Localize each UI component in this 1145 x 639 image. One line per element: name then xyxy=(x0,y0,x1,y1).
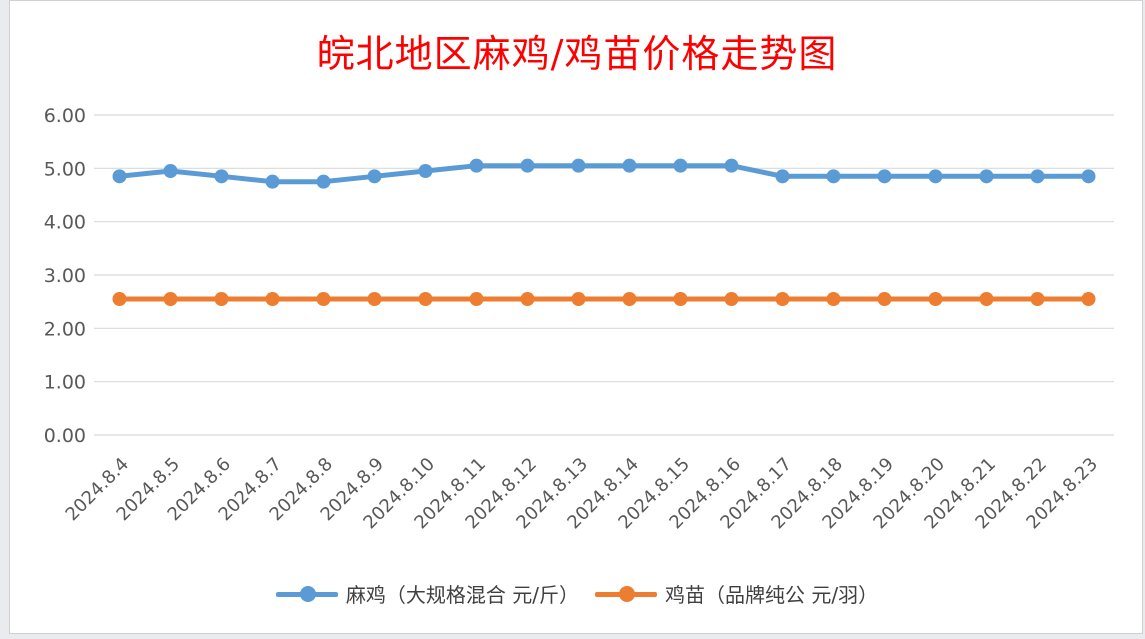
series-1-point-2 xyxy=(214,292,229,306)
legend-item-series-1: 鸡苗（品牌纯公 元/羽） xyxy=(595,579,878,608)
y-tick-label-3: 3.00 xyxy=(44,265,86,287)
series-1-point-12 xyxy=(724,292,739,306)
series-1-point-15 xyxy=(877,292,892,306)
series-1-point-5 xyxy=(367,292,382,306)
legend: 麻鸡（大规格混合 元/斤） 鸡苗（品牌纯公 元/羽） xyxy=(10,579,1144,608)
series-1-point-13 xyxy=(775,292,790,306)
series-1-point-17 xyxy=(979,292,994,306)
series-0-point-10 xyxy=(622,158,637,173)
series-0-point-8 xyxy=(520,158,535,173)
series-0-point-7 xyxy=(469,158,484,173)
legend-label-series-1: 鸡苗（品牌纯公 元/羽） xyxy=(665,583,879,607)
series-1-point-7 xyxy=(469,292,484,306)
series-0-point-18 xyxy=(1030,169,1045,184)
series-0-point-0 xyxy=(112,169,127,184)
series-0-point-13 xyxy=(775,169,790,184)
series-0-point-5 xyxy=(367,169,382,184)
legend-label-series-0: 麻鸡（大规格混合 元/斤） xyxy=(345,583,579,607)
series-0-point-11 xyxy=(673,158,688,173)
chart-plot: 0.001.002.003.004.005.006.002024.8.42024… xyxy=(44,105,1114,533)
chart-title: 皖北地区麻鸡/鸡苗价格走势图 xyxy=(316,32,838,76)
series-1-point-14 xyxy=(826,292,841,306)
series-0-point-12 xyxy=(724,158,739,173)
series-1-point-19 xyxy=(1081,292,1096,306)
y-tick-label-5: 5.00 xyxy=(44,158,86,180)
series-0-point-3 xyxy=(265,174,280,189)
series-0-point-9 xyxy=(571,158,586,173)
series-0-point-16 xyxy=(928,169,943,184)
series-1-point-16 xyxy=(928,292,943,306)
legend-marker-series-0 xyxy=(299,585,316,602)
series-0-point-19 xyxy=(1081,169,1096,184)
series-0-point-2 xyxy=(214,169,229,184)
series-0-point-4 xyxy=(316,174,331,189)
legend-swatch-series-0 xyxy=(275,584,338,604)
series-0-point-17 xyxy=(979,169,994,184)
legend-item-series-0: 麻鸡（大规格混合 元/斤） xyxy=(275,579,579,608)
series-0-point-6 xyxy=(418,164,433,178)
series-1-point-0 xyxy=(112,292,127,306)
legend-swatch-series-1 xyxy=(595,584,657,604)
series-1-point-1 xyxy=(163,292,178,306)
y-tick-label-4: 4.00 xyxy=(44,212,86,234)
series-1-point-4 xyxy=(316,292,331,306)
y-tick-label-0: 0.00 xyxy=(44,425,86,447)
series-1-point-8 xyxy=(520,292,535,306)
y-tick-label-6: 6.00 xyxy=(44,105,86,127)
series-0-point-14 xyxy=(826,169,841,184)
series-0-point-1 xyxy=(163,164,178,178)
chart-area: 皖北地区麻鸡/鸡苗价格走势图 0.00 1.00 2.00 3.00 4.00 5.00 6… xyxy=(9,0,1143,634)
series-1-point-3 xyxy=(265,292,280,306)
y-tick-label-2: 2.00 xyxy=(44,318,86,340)
series-1-point-6 xyxy=(418,292,433,306)
legend-marker-series-1 xyxy=(619,585,635,602)
series-1-point-11 xyxy=(673,292,688,306)
series-1-point-18 xyxy=(1030,292,1045,306)
series-1-point-9 xyxy=(571,292,586,306)
y-tick-label-1: 1.00 xyxy=(44,372,86,394)
series-0-point-15 xyxy=(877,169,892,184)
series-line-0 xyxy=(117,163,1091,185)
series-1-point-10 xyxy=(622,292,637,306)
